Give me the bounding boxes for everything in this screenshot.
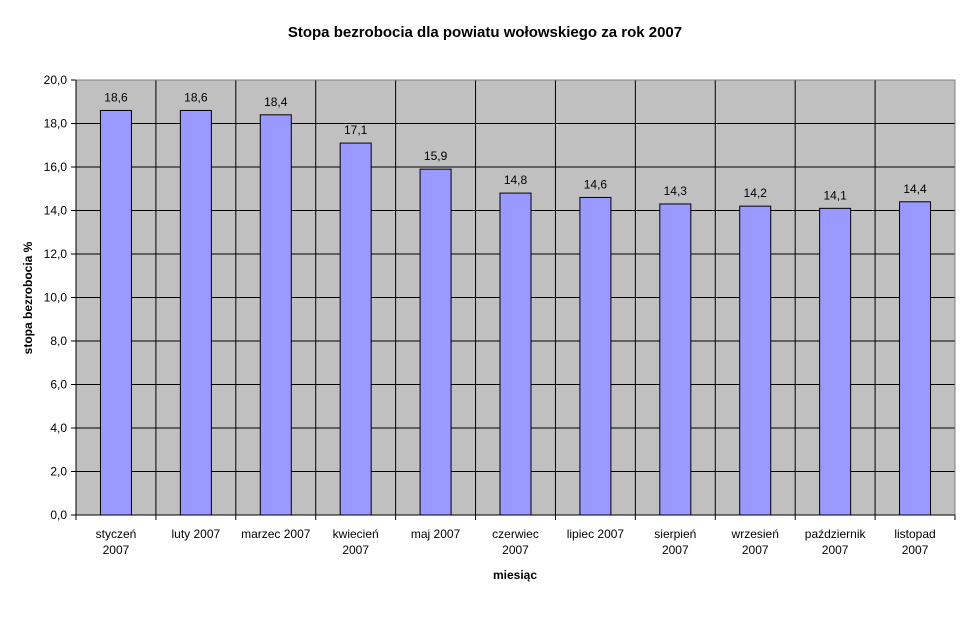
y-tick-label: 12,0 (44, 247, 68, 261)
x-tick-label: 2007 (822, 543, 849, 557)
x-tick-label: 2007 (662, 543, 689, 557)
x-tick-label: luty 2007 (172, 527, 221, 541)
y-tick-label: 2,0 (50, 465, 67, 479)
data-label: 14,3 (664, 184, 688, 198)
x-tick-label: maj 2007 (411, 527, 461, 541)
data-label: 18,6 (104, 90, 128, 104)
data-label: 18,6 (184, 90, 208, 104)
bar (339, 142, 372, 516)
y-tick-label: 4,0 (50, 421, 67, 435)
x-tick-label: kwiecień (333, 527, 379, 541)
x-tick-label: sierpień (654, 527, 696, 541)
x-tick-label: 2007 (502, 543, 529, 557)
x-tick-label: czerwiec (492, 527, 539, 541)
bar (899, 201, 932, 516)
x-tick-label: 2007 (342, 543, 369, 557)
x-tick-label: 2007 (742, 543, 769, 557)
y-tick-label: 18,0 (44, 117, 68, 131)
x-tick-label: styczeń (96, 527, 137, 541)
data-label: 17,1 (344, 123, 368, 137)
x-tick-label: październik (805, 527, 867, 541)
x-tick-label: 2007 (902, 543, 929, 557)
data-label: 14,1 (823, 188, 847, 202)
x-axis-label: miesiąc (493, 568, 537, 582)
data-label: 14,6 (584, 177, 608, 191)
data-label: 14,4 (903, 182, 927, 196)
bar (739, 205, 772, 516)
y-tick-label: 16,0 (44, 160, 68, 174)
y-tick-label: 8,0 (50, 334, 67, 348)
bar (259, 114, 292, 516)
y-axis-label: stopa bezrobocia % (21, 241, 35, 354)
x-tick-label: wrzesień (731, 527, 779, 541)
data-label: 18,4 (264, 95, 288, 109)
chart-title: Stopa bezrobocia dla powiatu wołowskiego… (288, 24, 682, 41)
bar (419, 168, 452, 516)
x-tick-label: listopad (894, 527, 935, 541)
bar (579, 196, 612, 516)
bar (819, 207, 852, 516)
plot-area: 0,0 2,0 4,0 6,0 8,0 10,0 12,0 14,0 16,0 18,0 20,0 1… (44, 73, 956, 557)
x-tick-label: lipiec 2007 (567, 527, 625, 541)
y-tick-label: 0,0 (50, 508, 67, 522)
data-label: 15,9 (424, 149, 448, 163)
x-tick-label: 2007 (103, 543, 130, 557)
bar (99, 109, 132, 516)
y-tick-label: 10,0 (44, 291, 68, 305)
bar (659, 203, 692, 516)
y-tick-label: 14,0 (44, 204, 68, 218)
data-label: 14,2 (744, 186, 768, 200)
y-tick-label: 6,0 (50, 378, 67, 392)
y-tick-label: 20,0 (44, 73, 68, 87)
data-label: 14,8 (504, 173, 528, 187)
bar (499, 192, 532, 516)
bar (179, 109, 212, 516)
x-tick-label: marzec 2007 (241, 527, 311, 541)
